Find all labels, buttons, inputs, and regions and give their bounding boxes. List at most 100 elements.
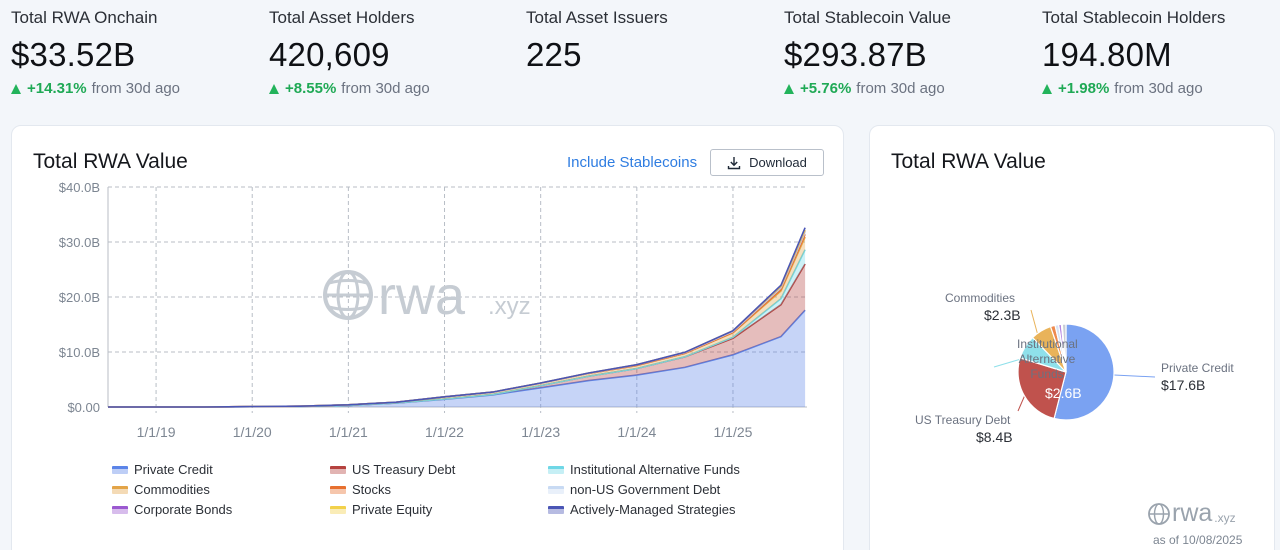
x-tick-label: 1/1/23	[521, 424, 560, 440]
pie-label-private-credit: Private Credit	[1161, 361, 1234, 375]
stat-change: +8.55% from 30d ago	[269, 80, 519, 97]
chart-axes: $0.00 $10.0B $20.0B $30.0B $40.0B 1/1/19 1/1/2…	[59, 180, 753, 440]
pie-value-private-credit: $17.6B	[1161, 377, 1206, 393]
legend-item[interactable]: Stocks	[330, 482, 391, 497]
x-tick-label: 1/1/20	[233, 424, 272, 440]
watermark-text: rwa	[378, 266, 466, 326]
legend-item[interactable]: Private Credit	[112, 462, 213, 477]
area-us-treasury-debt	[108, 264, 806, 407]
leader-line	[1113, 374, 1156, 378]
legend-swatch	[330, 485, 346, 494]
y-tick-label: $0.00	[67, 400, 100, 415]
rwa-watermark: rwa .xyz	[323, 266, 531, 326]
legend-item[interactable]: Actively-Managed Strategies	[548, 502, 735, 517]
legend-swatch	[548, 485, 564, 494]
legend-item[interactable]: Private Equity	[330, 502, 432, 517]
change-percent: +1.98%	[1058, 80, 1110, 97]
change-percent: +14.31%	[27, 80, 87, 97]
pie-slice-us-treasury-debt	[1017, 357, 1067, 420]
legend-item[interactable]: non-US Government Debt	[548, 482, 720, 497]
up-arrow-icon	[784, 83, 794, 94]
globe-icon	[323, 270, 373, 320]
pie-value-commodities: $2.3B	[984, 307, 1021, 323]
legend-swatch	[330, 505, 346, 514]
legend-swatch	[548, 465, 564, 474]
include-stablecoins-toggle[interactable]: Include Stablecoins	[567, 154, 698, 171]
watermark-ext: .xyz	[488, 293, 531, 320]
legend-item[interactable]: Commodities	[112, 482, 210, 497]
change-period: from 30d ago	[341, 80, 430, 97]
up-arrow-icon	[1042, 83, 1052, 94]
x-tick-label: 1/1/19	[137, 424, 176, 440]
stat-total-stablecoin-value: Total Stablecoin Value $293.87B +5.76% f…	[784, 8, 1034, 97]
stat-total-asset-holders: Total Asset Holders 420,609 +8.55% from …	[269, 8, 519, 97]
y-tick-label: $40.0B	[59, 180, 100, 195]
stat-value: 420,609	[269, 36, 390, 73]
watermark-text: rwa	[1172, 499, 1213, 527]
stat-change: +1.98% from 30d ago	[1042, 80, 1280, 97]
up-arrow-icon	[269, 83, 279, 94]
legend-swatch	[330, 465, 346, 474]
x-tick-label: 1/1/21	[329, 424, 368, 440]
legend-label: Actively-Managed Strategies	[570, 502, 736, 517]
stat-total-stablecoin-holders: Total Stablecoin Holders 194.80M +1.98% …	[1042, 8, 1280, 97]
legend-label: Institutional Alternative Funds	[570, 462, 740, 477]
stats-bar: Total RWA Onchain $33.52B +14.31% from 3…	[0, 0, 1280, 110]
line-actively-managed-strategies	[108, 227, 806, 408]
area-private-credit	[108, 310, 806, 407]
watermark-ext: .xyz	[1214, 511, 1236, 525]
change-period: from 30d ago	[91, 80, 181, 97]
change-period: from 30d ago	[856, 80, 945, 97]
y-tick-label: $30.0B	[59, 235, 100, 250]
stat-value: 194.80M	[1042, 36, 1172, 73]
pie-slice-private-credit	[1053, 323, 1115, 421]
legend-swatch	[548, 505, 564, 514]
rwa-watermark-small: rwa .xyz	[1146, 499, 1236, 528]
download-button[interactable]: Download	[710, 149, 824, 176]
as-of-date: as of 10/08/2025	[1153, 533, 1243, 547]
stat-total-rwa-onchain: Total RWA Onchain $33.52B +14.31% from 3…	[11, 8, 261, 97]
x-tick-label: 1/1/22	[425, 424, 464, 440]
legend-swatch	[112, 485, 128, 494]
download-label: Download	[749, 155, 807, 170]
legend-label: non-US Government Debt	[570, 482, 721, 497]
stat-change: +5.76% from 30d ago	[784, 80, 1034, 97]
stat-label: Total Asset Holders	[269, 8, 415, 27]
pie-label-us-treasury: US Treasury Debt	[915, 413, 1011, 427]
area-series	[108, 227, 806, 408]
x-tick-label: 1/1/25	[713, 424, 752, 440]
y-tick-label: $10.0B	[59, 345, 100, 360]
y-tick-label: $20.0B	[59, 290, 100, 305]
change-period: from 30d ago	[1114, 80, 1203, 97]
pie-title: Total RWA Value	[891, 150, 1046, 173]
change-percent: +5.76%	[800, 80, 852, 97]
area-chart: rwa .xyz $0.00 $10.0B $20.0B $30.0B $40.0B 1/…	[59, 180, 807, 440]
pie-slices	[1017, 323, 1115, 421]
pie-chart	[993, 309, 1156, 421]
pie-value-us-treasury: $8.4B	[976, 429, 1013, 445]
stat-label: Total Asset Issuers	[526, 8, 668, 27]
download-icon	[727, 156, 741, 169]
rwa-breakdown-card: Total RWA Value Commodities $2.3B Instit…	[869, 125, 1275, 550]
legend-label: US Treasury Debt	[352, 462, 456, 477]
legend-item[interactable]: US Treasury Debt	[330, 462, 455, 477]
legend-label: Private Credit	[134, 462, 213, 477]
rwa-value-chart-card: Total RWA Value Include Stablecoins Down…	[11, 125, 844, 550]
stat-label: Total Stablecoin Value	[784, 8, 951, 27]
legend-swatch	[112, 465, 128, 474]
stat-value: $33.52B	[11, 36, 136, 73]
legend-label: Corporate Bonds	[134, 502, 233, 517]
stat-value: $293.87B	[784, 36, 927, 73]
legend-item[interactable]: Institutional Alternative Funds	[548, 462, 740, 477]
up-arrow-icon	[11, 83, 21, 94]
legend-label: Commodities	[134, 482, 210, 497]
legend-swatch	[112, 505, 128, 514]
pie-label-institutional: Institutional Alternative Funds	[1017, 337, 1078, 381]
globe-icon	[1148, 502, 1170, 525]
legend-item[interactable]: Corporate Bonds	[112, 502, 232, 517]
pie-label-commodities: Commodities	[945, 291, 1016, 305]
x-tick-label: 1/1/24	[617, 424, 656, 440]
legend-label: Private Equity	[352, 502, 433, 517]
stat-value: 225	[526, 36, 582, 73]
pie-value-institutional: $2.6B	[1045, 385, 1082, 401]
